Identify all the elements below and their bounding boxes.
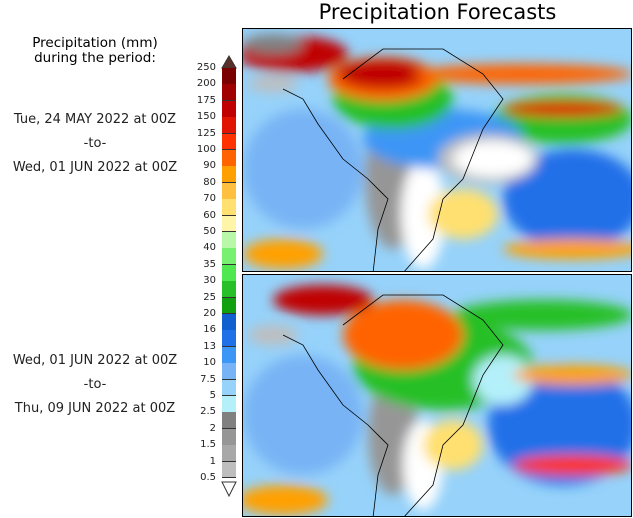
- figure-title: Precipitation Forecasts: [318, 0, 557, 24]
- legend-label: 5: [209, 390, 216, 401]
- legend-bin: [222, 346, 236, 364]
- legend-label: 2: [209, 422, 216, 434]
- period2-separator: -to-: [83, 377, 107, 392]
- legend-label: 10: [203, 357, 216, 369]
- legend-bin: [222, 297, 236, 315]
- legend-label: 250: [196, 62, 216, 73]
- legend-label: 0.5: [200, 472, 216, 483]
- legend-heading-1: Precipitation (mm): [32, 35, 158, 51]
- legend-bin: [222, 133, 236, 151]
- legend-label: 80: [203, 176, 216, 188]
- legend-bin: [222, 281, 236, 299]
- legend-label: 175: [196, 94, 216, 106]
- legend-bin: [222, 232, 236, 249]
- legend-label: 13: [203, 340, 216, 352]
- legend-label: 200: [196, 78, 216, 90]
- legend-bin: [222, 396, 236, 413]
- period1-separator: -to-: [83, 136, 107, 151]
- legend-bin: [222, 461, 236, 479]
- legend-bin: [222, 68, 236, 85]
- legend-under-triangle: [221, 481, 237, 497]
- legend-label: 100: [196, 144, 216, 155]
- legend-bin: [222, 379, 236, 397]
- legend-bin: [222, 330, 236, 348]
- legend-label: 1.5: [200, 439, 216, 451]
- legend-bin: [222, 428, 236, 446]
- legend-label: 90: [203, 160, 216, 172]
- legend-label: 40: [203, 242, 216, 254]
- legend-bin: [222, 182, 236, 200]
- legend-label: 125: [196, 127, 216, 139]
- legend-bin: [222, 199, 236, 217]
- legend-heading-2: during the period:: [34, 50, 156, 66]
- period2-start: Wed, 01 JUN 2022 at 00Z: [12, 353, 178, 368]
- precip-map-2: [243, 275, 631, 516]
- legend-label: 16: [203, 324, 216, 336]
- period1-end: Wed, 01 JUN 2022 at 00Z: [12, 160, 178, 175]
- legend-label: 50: [203, 226, 216, 237]
- period1-start: Tue, 24 MAY 2022 at 00Z: [13, 112, 177, 127]
- legend-label: 1: [209, 455, 216, 467]
- legend-bin: [222, 166, 236, 184]
- precip-map-1: [243, 29, 631, 271]
- map-panel-period1: [242, 28, 632, 272]
- legend-bin: [222, 150, 236, 167]
- legend-label: 20: [203, 308, 216, 319]
- legend-label: 30: [203, 275, 216, 287]
- legend-over-triangle: [221, 55, 237, 69]
- legend-label: 25: [203, 291, 216, 303]
- legend-bin: [222, 215, 236, 233]
- legend-label: 2.5: [200, 406, 216, 418]
- legend-bin: [222, 100, 236, 118]
- legend-label: 70: [203, 193, 216, 205]
- legend-label: 7.5: [200, 373, 216, 385]
- period2-end: Thu, 09 JUN 2022 at 00Z: [14, 401, 176, 416]
- legend-bin: [222, 412, 236, 430]
- legend-bin: [222, 314, 236, 331]
- legend-label: 60: [203, 209, 216, 221]
- legend-label: 150: [196, 111, 216, 123]
- legend-bin: [222, 117, 236, 135]
- legend-bin: [222, 445, 236, 463]
- legend-bin: [222, 363, 236, 381]
- legend-bin: [222, 248, 236, 266]
- legend-bin: [222, 84, 236, 102]
- map-panel-period2: [242, 274, 632, 517]
- legend-label: 35: [203, 258, 216, 270]
- legend-bin: [222, 264, 236, 282]
